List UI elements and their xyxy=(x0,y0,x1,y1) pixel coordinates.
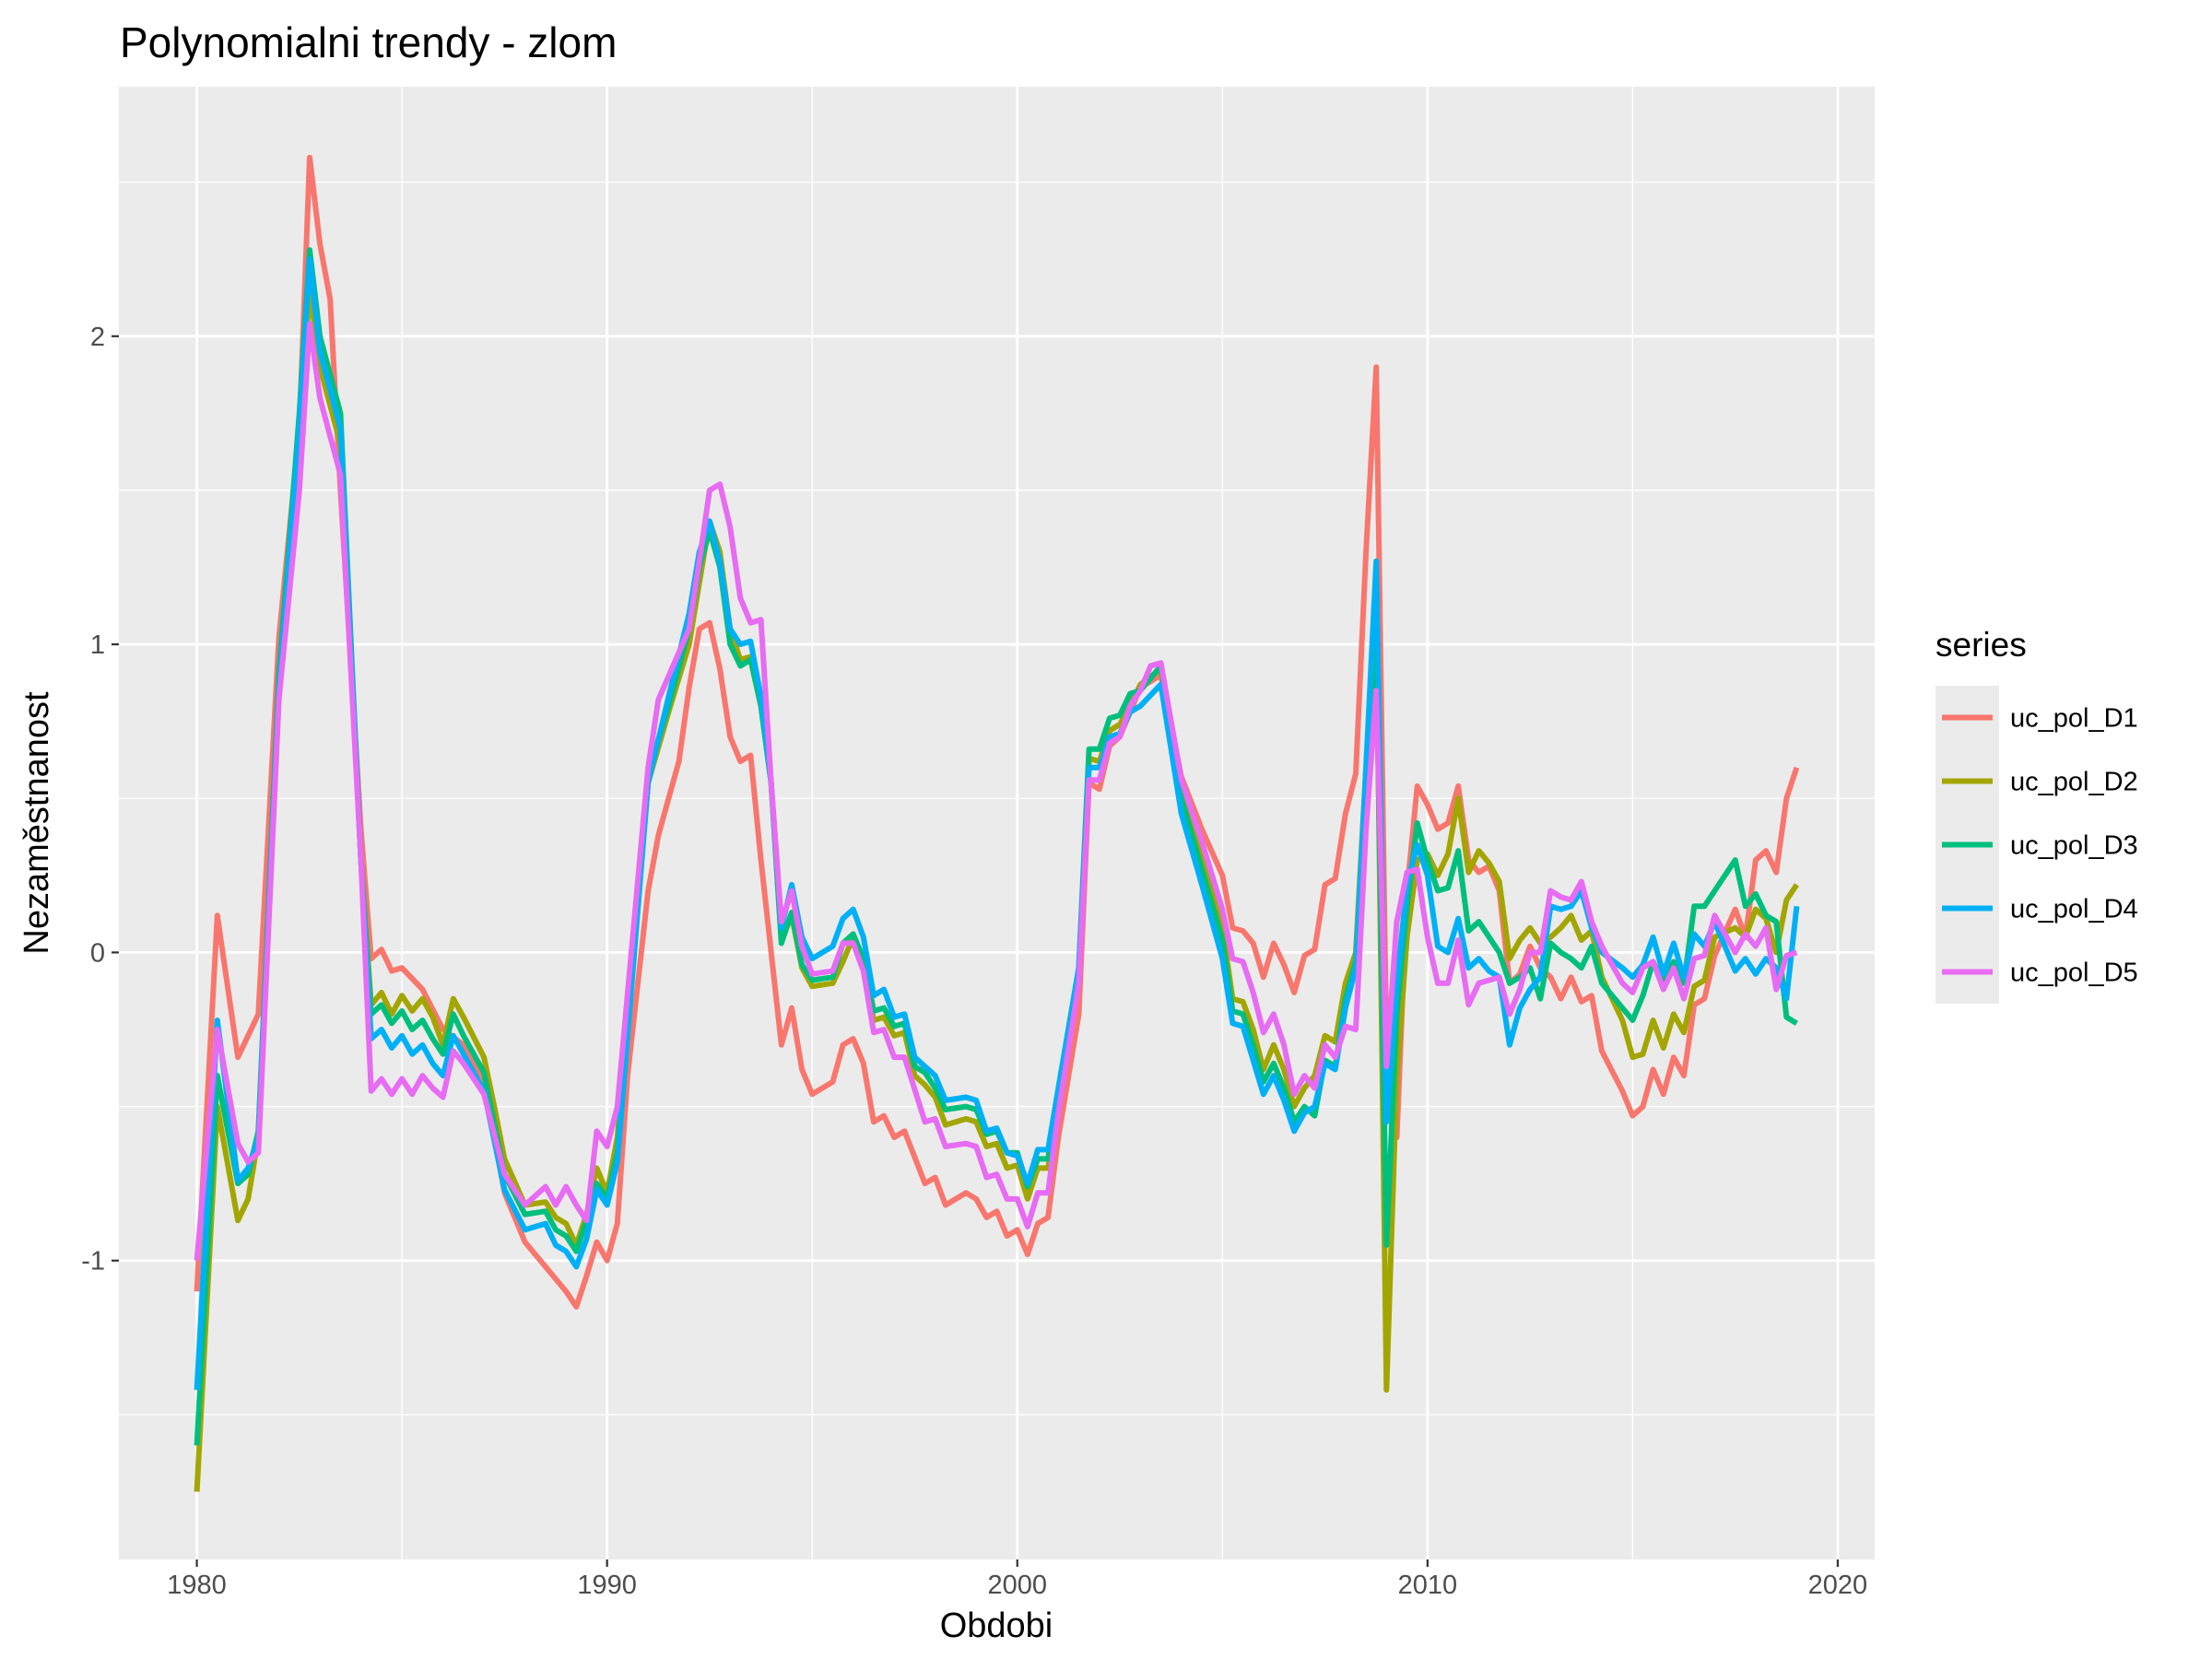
y-tick-label: 1 xyxy=(90,630,105,660)
legend: series uc_pol_D1uc_pol_D2uc_pol_D3uc_pol… xyxy=(1936,626,2138,1004)
minor-gridlines xyxy=(119,87,1875,1559)
legend-item-uc-pol-d3: uc_pol_D3 xyxy=(1936,813,2138,877)
legend-item-uc-pol-d4: uc_pol_D4 xyxy=(1936,877,2138,940)
plot-panel xyxy=(119,87,1875,1559)
x-tick-label: 1990 xyxy=(577,1571,637,1600)
legend-item-uc-pol-d5: uc_pol_D5 xyxy=(1936,940,2138,1004)
major-gridlines xyxy=(119,87,1875,1559)
legend-label: uc_pol_D1 xyxy=(2010,704,2138,734)
chart-title: Polynomialni trendy - zlom xyxy=(120,18,617,66)
legend-item-uc-pol-d1: uc_pol_D1 xyxy=(1936,686,2138,749)
x-axis: 1980 1990 2000 2010 2020 xyxy=(167,1559,1867,1600)
y-tick-label: 2 xyxy=(90,323,105,352)
legend-items: uc_pol_D1 uc_pol_D2 uc_pol_D3 uc_pol_D4 uc_p… xyxy=(1936,686,2138,1004)
x-tick-label: 2020 xyxy=(1808,1571,1868,1600)
x-tick-label: 2010 xyxy=(1398,1571,1458,1600)
y-tick-label: 0 xyxy=(90,938,105,968)
y-axis-title: Nezaměstnanost xyxy=(18,691,56,955)
x-tick-label: 1980 xyxy=(167,1571,227,1600)
series-lines xyxy=(194,154,1800,1492)
y-tick-label: -1 xyxy=(81,1247,105,1277)
legend-label: uc_pol_D2 xyxy=(2010,768,2138,797)
legend-label: uc_pol_D5 xyxy=(2010,959,2138,988)
y-axis: -1 0 1 2 xyxy=(81,323,119,1277)
legend-title: series xyxy=(1936,626,2027,664)
series-line-uc-pol-d5 xyxy=(194,321,1798,1261)
x-tick-label: 2000 xyxy=(987,1571,1047,1600)
series-line-uc-pol-d4 xyxy=(194,256,1800,1391)
legend-label: uc_pol_D4 xyxy=(2010,895,2138,924)
x-axis-title: Obdobi xyxy=(940,1606,1053,1645)
legend-label: uc_pol_D3 xyxy=(2010,831,2138,861)
legend-item-uc-pol-d2: uc_pol_D2 xyxy=(1936,749,2138,813)
series-line-uc-pol-d1 xyxy=(194,154,1800,1310)
